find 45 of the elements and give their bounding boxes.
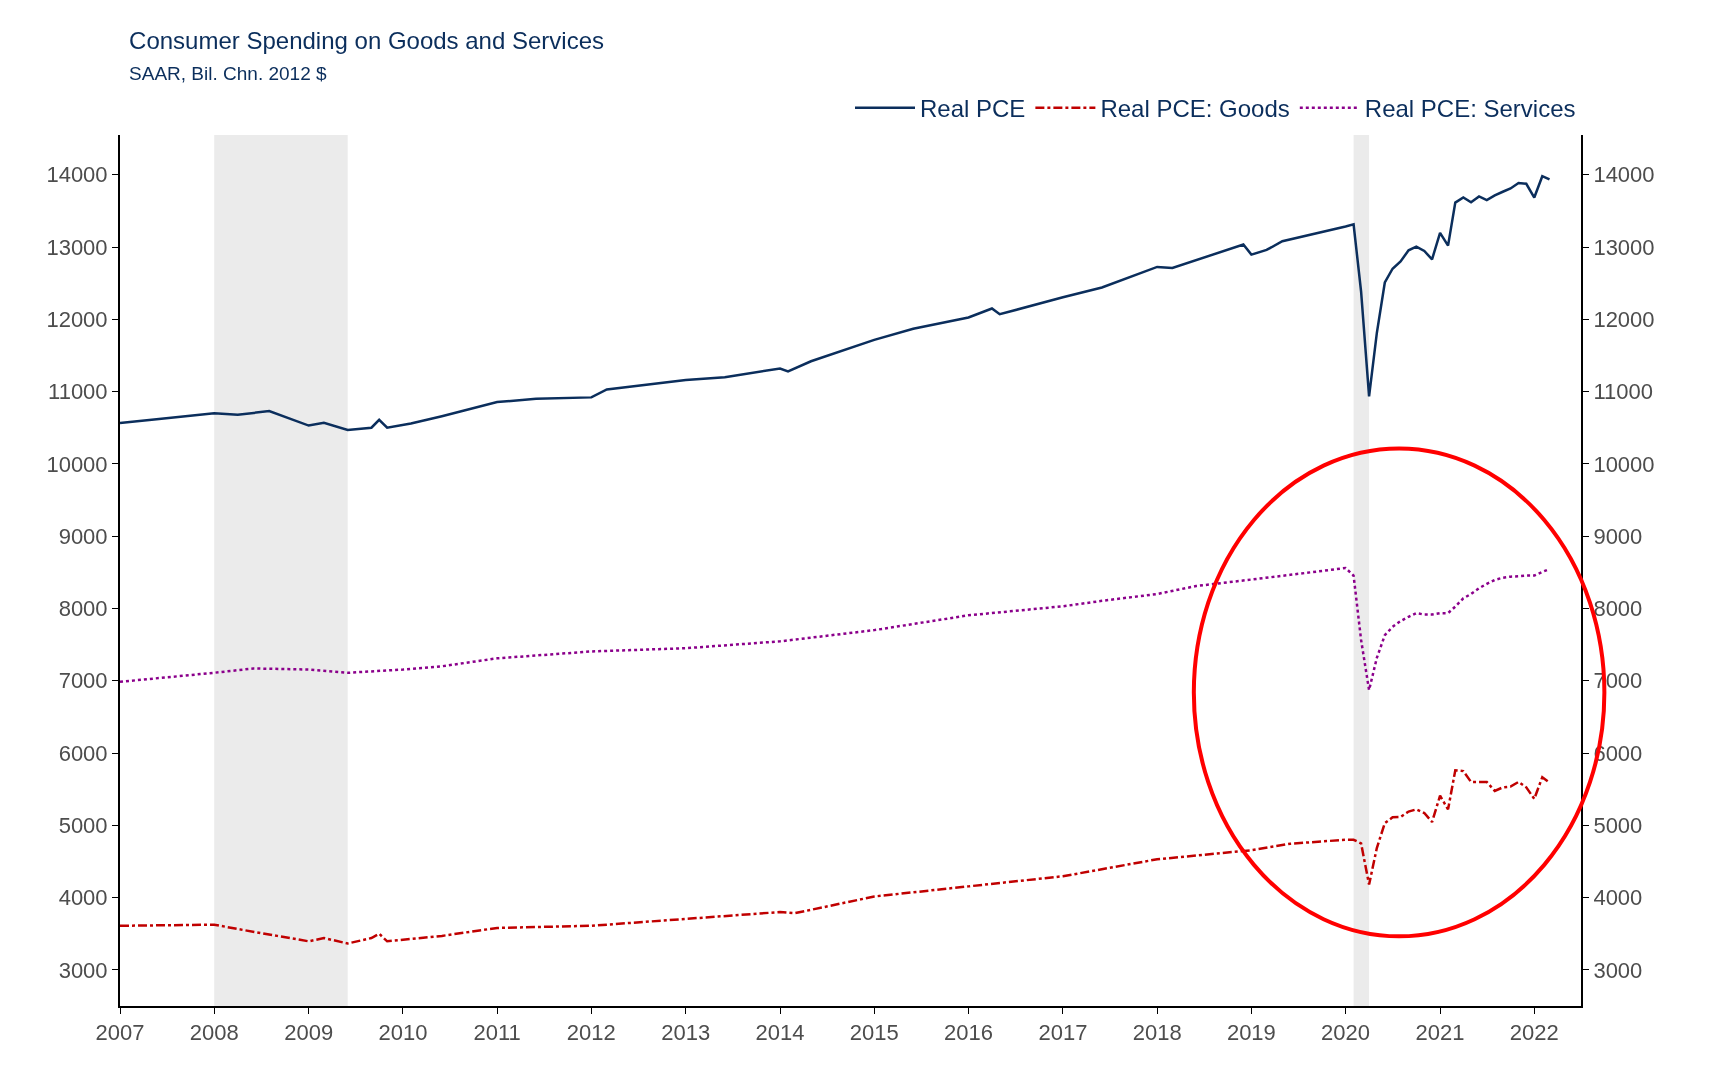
y2-tick-label: 4000 <box>1593 885 1643 911</box>
y-tick-label: 11000 <box>48 379 108 405</box>
y2-tick-label: 10000 <box>1593 451 1655 477</box>
x-tick-label: 2021 <box>1415 1020 1465 1046</box>
y-tick-label: 13000 <box>46 234 108 260</box>
y2-tick-label: 8000 <box>1593 596 1643 622</box>
legend-label: Real PCE: Services <box>1364 95 1576 123</box>
y2-tick-label: 5000 <box>1593 812 1643 838</box>
x-tick-label: 2011 <box>473 1020 521 1046</box>
x-tick-label: 2008 <box>189 1020 239 1046</box>
x-tick-label: 2009 <box>284 1020 334 1046</box>
x-tick-label: 2014 <box>755 1020 805 1046</box>
x-tick-label: 2007 <box>95 1020 145 1046</box>
y-tick-label: 4000 <box>58 885 108 911</box>
y2-tick-label: 12000 <box>1593 307 1655 333</box>
y-tick-label: 12000 <box>46 307 108 333</box>
y-tick-label: 6000 <box>58 740 108 766</box>
chart-title: Consumer Spending on Goods and Services <box>129 26 605 54</box>
legend-label: Real PCE: Goods <box>1100 95 1290 123</box>
legend-label: Real PCE <box>920 95 1026 123</box>
y-tick-label: 9000 <box>58 523 108 549</box>
x-tick-label: 2022 <box>1509 1020 1559 1046</box>
line-series <box>120 769 1551 945</box>
x-tick-label: 2020 <box>1321 1020 1371 1046</box>
y-tick-label: 10000 <box>46 451 108 477</box>
x-tick-label: 2012 <box>566 1020 616 1046</box>
y2-tick-label: 14000 <box>1593 162 1655 188</box>
x-tick-label: 2010 <box>378 1020 428 1046</box>
line-series <box>120 174 1551 432</box>
x-tick-label: 2019 <box>1226 1020 1276 1046</box>
y-tick-label: 5000 <box>58 812 108 838</box>
x-tick-label: 2015 <box>849 1020 899 1046</box>
y2-tick-label: 3000 <box>1593 957 1643 983</box>
chart-subtitle: SAAR, Bil. Chn. 2012 $ <box>129 62 327 84</box>
y-tick-label: 14000 <box>46 162 108 188</box>
y2-tick-label: 13000 <box>1593 234 1655 260</box>
y-tick-label: 7000 <box>58 668 108 694</box>
x-tick-label: 2017 <box>1038 1020 1088 1046</box>
y-tick-label: 3000 <box>58 957 108 983</box>
x-tick-label: 2016 <box>943 1020 993 1046</box>
y2-tick-label: 11000 <box>1593 379 1653 405</box>
y2-tick-label: 9000 <box>1593 523 1643 549</box>
x-tick-label: 2018 <box>1132 1020 1182 1046</box>
y-tick-label: 8000 <box>58 596 108 622</box>
x-tick-label: 2013 <box>661 1020 711 1046</box>
